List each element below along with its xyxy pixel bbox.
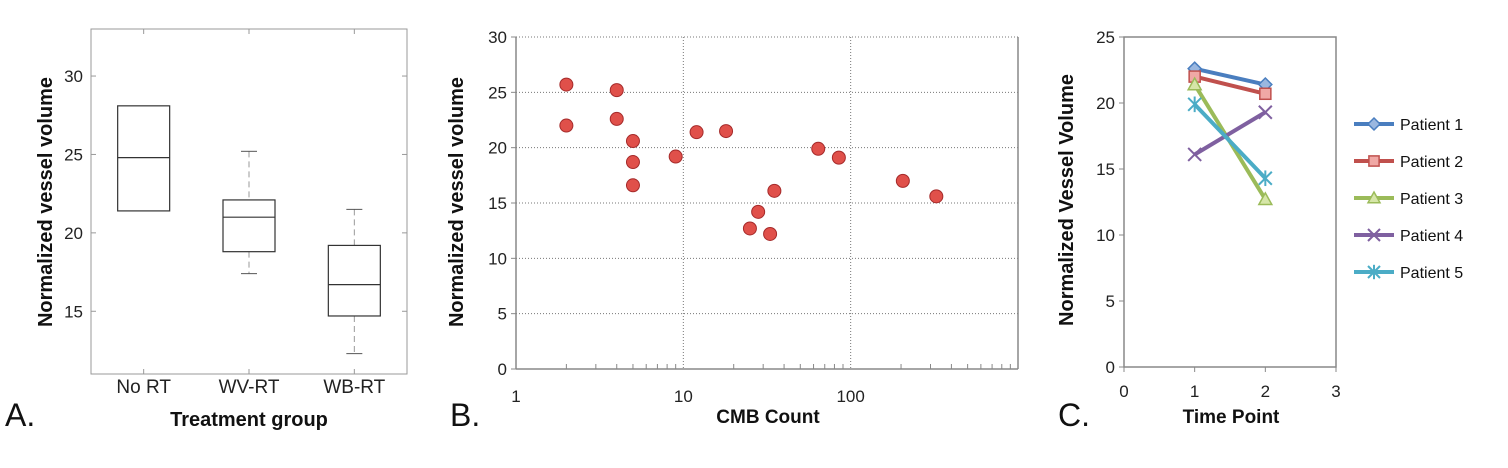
- x-marker-stroke: [1258, 105, 1273, 120]
- legend-label: Patient 5: [1400, 265, 1463, 282]
- scatter-point: [625, 155, 640, 170]
- scatter-point: [719, 124, 734, 139]
- legend-label: Patient 3: [1400, 191, 1463, 208]
- scatter-point: [559, 118, 574, 133]
- panel-c-letter: C.: [1058, 397, 1090, 433]
- x-marker-stroke: [1367, 228, 1381, 242]
- legend-item-patient-1: Patient 1: [1354, 116, 1463, 134]
- legend-item-patient-4: Patient 4: [1354, 228, 1463, 245]
- scatter-point: [811, 141, 826, 156]
- scatter-point: [763, 226, 778, 241]
- triangle-marker: [1257, 191, 1274, 206]
- scatter-point: [742, 221, 757, 236]
- panel-a-ytick-label: 30: [64, 67, 83, 86]
- scatter-point: [625, 178, 640, 193]
- panel-b-letter: B.: [450, 397, 480, 433]
- panel-a-boxplot: 15 20 25 30 No RT WV-RT WB-RT Normalized vess…: [5, 28, 408, 433]
- scatter-point: [625, 134, 640, 149]
- panel-c-xtick-label: 3: [1331, 382, 1340, 401]
- series-line: [1193, 110, 1267, 157]
- square-marker: [1368, 155, 1380, 167]
- scatter-point: [609, 111, 624, 126]
- box-no-rt: [117, 105, 171, 212]
- panel-c-xlabel: Time Point: [1183, 407, 1280, 428]
- box-wb-rt: [327, 208, 381, 355]
- panel-a-ytick-label: 15: [64, 302, 83, 321]
- panel-b-ytick-label: 15: [488, 194, 507, 213]
- triangle-marker: [1186, 76, 1203, 91]
- scatter-point: [751, 204, 766, 219]
- panel-b-ylabel: Normalized vessel volume: [446, 77, 468, 327]
- box-iqr: [327, 244, 381, 317]
- panel-b-ytick-label: 5: [498, 305, 507, 324]
- scatter-point: [895, 173, 910, 188]
- panel-b-ytick-label: 10: [488, 249, 507, 268]
- panel-b-ytick-label: 25: [488, 83, 507, 102]
- series-line: [1194, 66, 1266, 87]
- panel-b-xlabel: CMB Count: [716, 407, 820, 428]
- panel-c-ytick-label: 0: [1106, 358, 1115, 377]
- diamond-marker: [1366, 116, 1382, 132]
- box-wv-rt: [222, 150, 276, 275]
- panel-a-letter: A.: [5, 397, 35, 433]
- panel-a-xtick-label: No RT: [116, 377, 171, 398]
- panel-a-xlabel: Treatment group: [170, 409, 328, 431]
- panel-b-ytick-label: 0: [498, 360, 507, 379]
- panel-c-xtick-label: 2: [1261, 382, 1270, 401]
- legend-item-patient-3: Patient 3: [1354, 190, 1463, 208]
- panel-b-ytick-label: 20: [488, 139, 507, 158]
- panel-c-plot-frame: [1123, 36, 1337, 368]
- series-line: [1193, 102, 1267, 180]
- scatter-point: [689, 125, 704, 140]
- panel-a-xtick-label: WB-RT: [323, 377, 385, 398]
- x-marker-stroke: [1187, 147, 1202, 162]
- panel-c-ytick-label: 25: [1096, 28, 1115, 47]
- legend-label: Patient 1: [1400, 117, 1463, 134]
- legend-item-patient-2: Patient 2: [1354, 154, 1463, 171]
- panel-c-ytick-label: 10: [1096, 226, 1115, 245]
- panel-b-xtick-label: 10: [674, 387, 693, 406]
- scatter-point: [609, 83, 624, 98]
- square-marker: [1259, 87, 1272, 101]
- series-patient-4: [1187, 105, 1273, 162]
- triangle-marker: [1366, 190, 1382, 204]
- panel-b-xtick-label: 100: [836, 387, 864, 406]
- panel-c-ytick-label: 5: [1106, 292, 1115, 311]
- panel-a-ylabel: Normalized vessel volume: [35, 77, 57, 327]
- panel-c-ylabel: Normalized Vessel Volume: [1056, 74, 1078, 326]
- legend-label: Patient 4: [1400, 228, 1463, 245]
- box-iqr: [117, 105, 171, 212]
- panel-c-ytick-label: 20: [1096, 94, 1115, 113]
- panel-b-ytick-label: 30: [488, 28, 507, 47]
- legend-item-patient-5: Patient 5: [1354, 264, 1463, 282]
- panel-a-xtick-label: WV-RT: [219, 377, 280, 398]
- panel-a-ytick-label: 20: [64, 224, 83, 243]
- scatter-point: [559, 77, 574, 92]
- legend-label: Patient 2: [1400, 154, 1463, 171]
- series-patient-5: [1187, 96, 1273, 187]
- panel-b-scatter: 0 5 10 15 20 25 30 1 10 100 Normalized vessel vo…: [446, 28, 1019, 433]
- panel-b-xtick-label: 1: [511, 387, 520, 406]
- series-line: [1194, 74, 1266, 96]
- scatter-point: [767, 183, 782, 198]
- panel-c-xtick-label: 1: [1190, 382, 1199, 401]
- panel-c-line: 0 5 10 15 20 25 0 1 2 3 Patient 1 Patient 2 Patien…: [1056, 28, 1463, 433]
- scatter-point: [831, 150, 846, 165]
- scatter-point: [929, 189, 944, 204]
- panel-c-ytick-label: 15: [1096, 160, 1115, 179]
- box-iqr: [222, 199, 276, 253]
- scatter-point: [668, 149, 683, 164]
- panel-a-ytick-label: 25: [64, 145, 83, 164]
- panel-a-plot-frame: [90, 28, 408, 375]
- panel-c-xtick-label: 0: [1119, 382, 1128, 401]
